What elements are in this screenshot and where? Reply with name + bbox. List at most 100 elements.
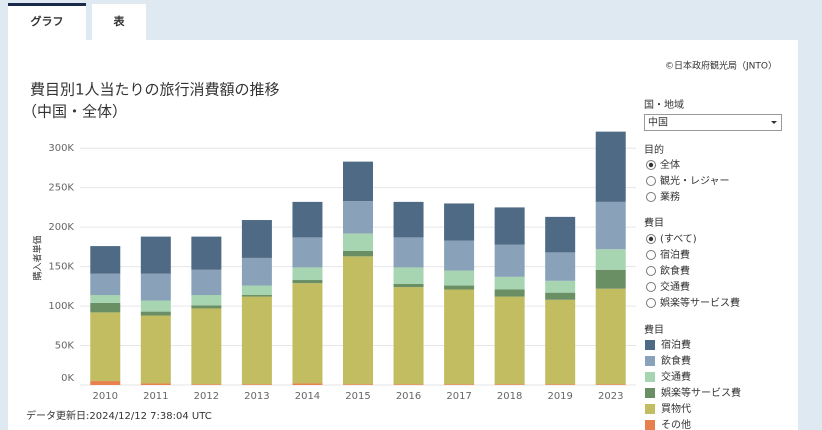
radio-label[interactable]: 全体 bbox=[660, 158, 680, 171]
tab[interactable] bbox=[92, 4, 146, 40]
radio-dot bbox=[648, 162, 654, 168]
x-tick-label: 2016 bbox=[396, 391, 421, 402]
legend-swatch bbox=[645, 420, 655, 430]
radio[interactable] bbox=[646, 176, 656, 186]
radio-label[interactable]: (すべて) bbox=[660, 233, 697, 245]
x-tick-label: 2013 bbox=[244, 391, 269, 402]
legend-swatch bbox=[645, 372, 655, 382]
bar-segment bbox=[241, 257, 272, 286]
bar-segment bbox=[545, 384, 576, 385]
filter-label: 目的 bbox=[644, 143, 664, 156]
bar-segment bbox=[191, 295, 222, 306]
bar-segment bbox=[241, 285, 272, 296]
legend-swatch bbox=[645, 404, 655, 414]
radio-label[interactable]: 娯楽等サービス費 bbox=[660, 296, 740, 309]
x-tick-label: 2015 bbox=[345, 391, 370, 402]
dropdown-arrow bbox=[771, 121, 777, 124]
x-tick-label: 2011 bbox=[143, 391, 168, 402]
bar-segment bbox=[595, 288, 626, 385]
x-tick-label: 2012 bbox=[194, 391, 219, 402]
updated: データ更新日:2024/12/12 7:38:04 UTC bbox=[26, 409, 212, 422]
bar-segment bbox=[140, 311, 171, 316]
bar-segment bbox=[191, 305, 222, 309]
legend-label: 買物代 bbox=[661, 402, 691, 415]
radio-label[interactable]: 飲食費 bbox=[660, 264, 690, 277]
radio-label[interactable]: 宿泊費 bbox=[660, 248, 690, 261]
tab-label[interactable]: 表 bbox=[113, 14, 126, 28]
bar-segment bbox=[191, 384, 222, 385]
x-tick-label: 2010 bbox=[93, 391, 118, 402]
copyright: ©日本政府観光局（JNTO） bbox=[665, 60, 777, 72]
bar-segment bbox=[494, 207, 525, 245]
radio[interactable] bbox=[646, 250, 656, 260]
bar-segment bbox=[292, 280, 323, 284]
bar-segment bbox=[90, 302, 121, 313]
bar-segment bbox=[140, 236, 171, 274]
y-tick-label: 0K bbox=[61, 373, 74, 384]
tab-active[interactable] bbox=[8, 4, 86, 40]
filter-label: 国・地域 bbox=[644, 98, 684, 111]
bar-segment bbox=[343, 201, 373, 234]
y-tick-label: 50K bbox=[55, 341, 75, 352]
radio[interactable] bbox=[646, 266, 656, 276]
bar-segment bbox=[545, 280, 576, 293]
bar-segment bbox=[393, 384, 424, 385]
dropdown[interactable] bbox=[644, 114, 782, 131]
radio-label[interactable]: 観光・レジャー bbox=[660, 174, 730, 187]
bar-segment bbox=[595, 131, 626, 202]
bar-segment bbox=[191, 308, 222, 385]
radio[interactable] bbox=[646, 298, 656, 308]
bar-segment bbox=[241, 296, 272, 385]
bar-segment bbox=[241, 384, 272, 385]
bar-segment bbox=[343, 161, 373, 202]
radio[interactable] bbox=[646, 282, 656, 292]
bar-segment bbox=[494, 296, 525, 385]
y-tick-label: 200K bbox=[48, 222, 74, 233]
tab-label[interactable]: グラフ bbox=[31, 14, 64, 28]
legend-label: 宿泊費 bbox=[661, 338, 691, 351]
bar-segment bbox=[595, 384, 626, 385]
legend-swatch bbox=[645, 356, 655, 366]
bar-segment bbox=[595, 201, 626, 250]
bar-segment bbox=[343, 250, 373, 257]
bar-segment bbox=[444, 240, 475, 271]
bar-segment bbox=[393, 267, 424, 284]
bar-segment bbox=[90, 312, 121, 382]
legend-swatch bbox=[645, 388, 655, 398]
bar-segment bbox=[140, 300, 171, 312]
dropdown-value[interactable]: 中国 bbox=[648, 116, 668, 129]
bar-segment bbox=[140, 383, 171, 385]
legend-label: 娯楽等サービス費 bbox=[661, 386, 741, 399]
y-tick-label: 300K bbox=[48, 143, 74, 154]
x-tick-label: 2023 bbox=[598, 391, 623, 402]
x-tick-label: 2014 bbox=[295, 391, 320, 402]
chart-title: 費目別1人当たりの旅行消費額の推移 bbox=[30, 81, 280, 99]
y-tick-label: 100K bbox=[48, 301, 74, 312]
bar-segment bbox=[444, 384, 475, 385]
chart-subtitle: （中国・全体） bbox=[22, 103, 127, 121]
bar-segment bbox=[343, 384, 373, 385]
radio-label[interactable]: 交通費 bbox=[660, 280, 690, 293]
bar-segment bbox=[393, 201, 424, 238]
legend-title: 費目 bbox=[644, 323, 664, 336]
bar-segment bbox=[191, 236, 222, 270]
bar-segment bbox=[393, 283, 424, 288]
filter-label: 費目 bbox=[644, 216, 664, 229]
bar-segment bbox=[241, 295, 272, 297]
x-tick-label: 2018 bbox=[497, 391, 522, 402]
bar-segment bbox=[494, 244, 525, 277]
bar-segment bbox=[393, 287, 424, 385]
bar-segment bbox=[90, 381, 121, 385]
bar-segment bbox=[292, 283, 323, 384]
bar-segment bbox=[90, 246, 121, 274]
bar-segment bbox=[595, 249, 626, 270]
bar-segment bbox=[494, 289, 525, 297]
tab-indicator bbox=[8, 3, 86, 6]
bar-segment bbox=[90, 273, 121, 296]
bar-segment bbox=[545, 252, 576, 281]
bar-segment bbox=[444, 285, 475, 290]
radio[interactable] bbox=[646, 192, 656, 202]
radio-label[interactable]: 業務 bbox=[660, 190, 680, 203]
